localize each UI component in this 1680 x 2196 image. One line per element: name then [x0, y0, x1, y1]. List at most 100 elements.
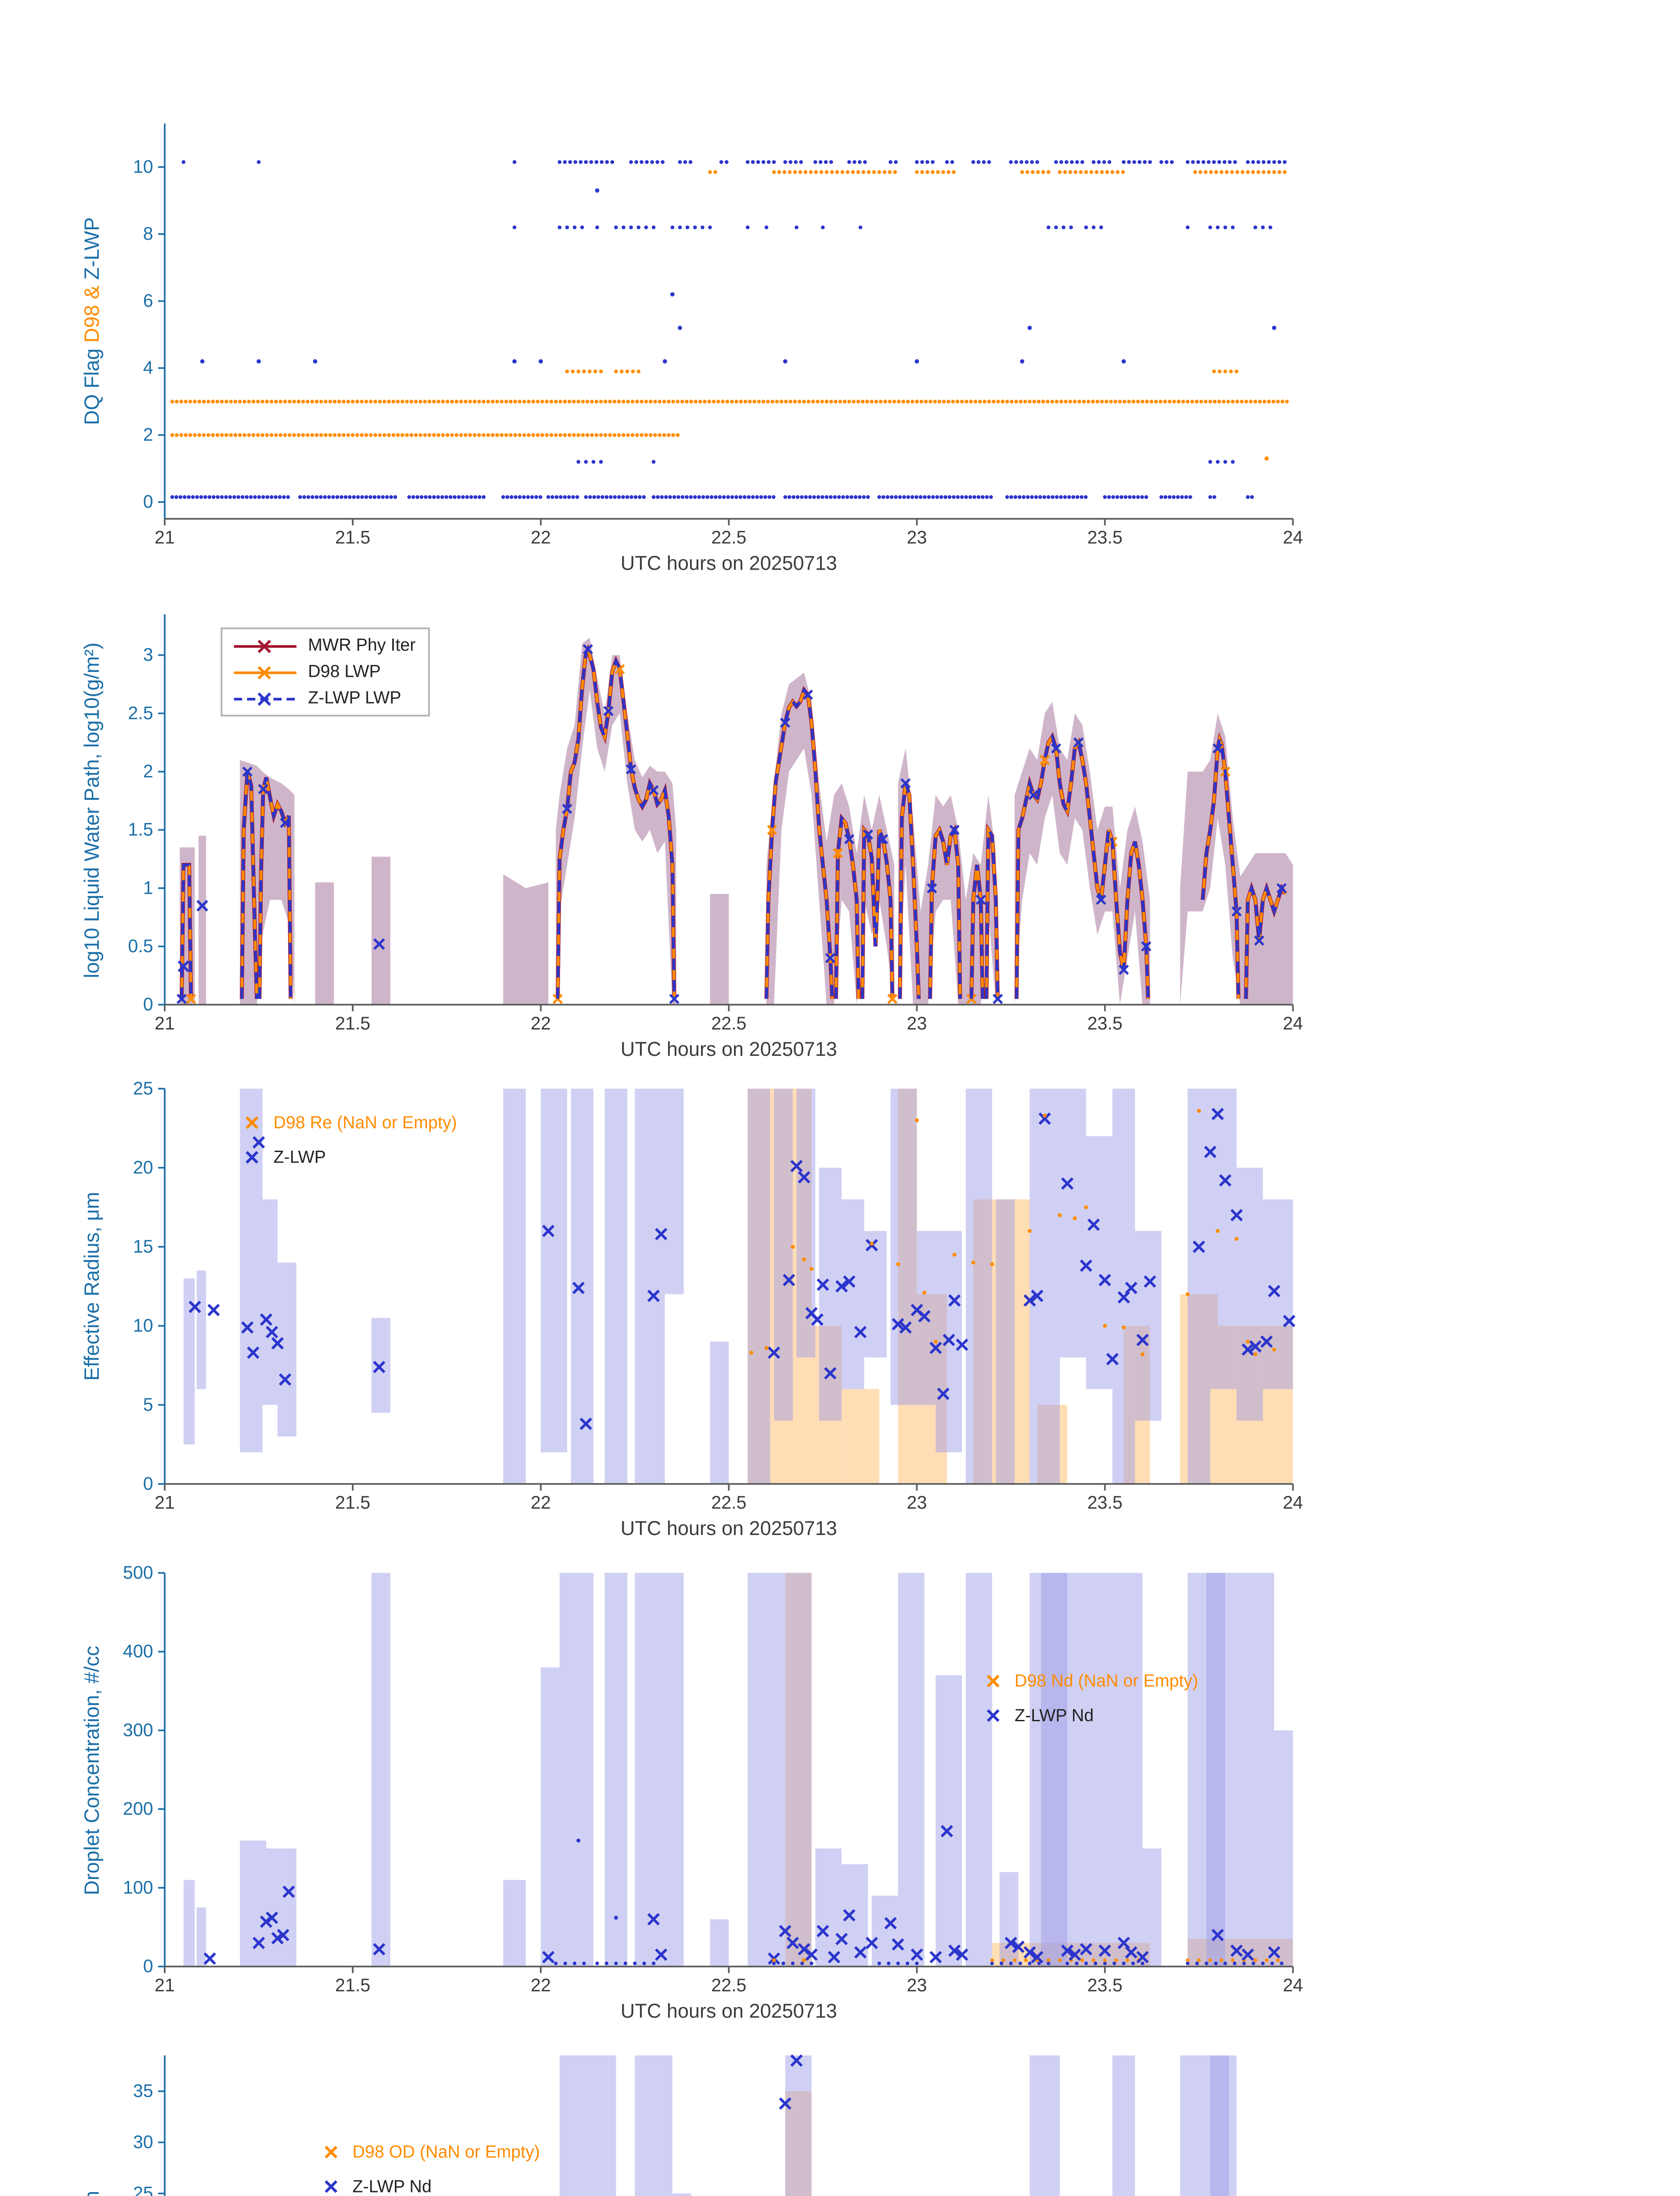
- x-marker-icon: ✕: [322, 2174, 340, 2196]
- svg-text:22: 22: [531, 1013, 551, 1033]
- svg-text:2: 2: [143, 425, 153, 445]
- svg-text:6: 6: [143, 291, 153, 311]
- re-scatter-D98 Re: [749, 1109, 1276, 1357]
- svg-text:23.5: 23.5: [1087, 1492, 1122, 1513]
- nd-dotrow-zlwp-nd-low: [554, 1961, 1284, 1965]
- legend-item-zlwp: Z-LWP LWP: [231, 685, 415, 712]
- svg-text:21: 21: [155, 527, 175, 548]
- svg-text:500: 500: [123, 1562, 153, 1582]
- svg-text:23: 23: [907, 1492, 927, 1513]
- svg-text:20: 20: [133, 1157, 153, 1177]
- panel-re: 21 21.5 22 22.5 23 23.5 24 0 5 10 15 20 25: [133, 1078, 1303, 1513]
- xlabel-dq-flag: UTC hours on 20250713: [620, 552, 837, 575]
- svg-text:23.5: 23.5: [1087, 1013, 1122, 1033]
- legend-label: Z-LWP Nd: [1015, 1705, 1094, 1726]
- dq-flag-dotrow-zlwp-flag-1: [576, 460, 1235, 464]
- dq-flag-dotrow-zlwp-flag-0: [170, 495, 1254, 499]
- svg-text:5: 5: [143, 1394, 153, 1415]
- legend-label: Z-LWP LWP: [308, 688, 401, 708]
- xlabel-lwp: UTC hours on 20250713: [620, 1037, 837, 1061]
- legend-item-d98-od: ✕ D98 OD (NaN or Empty): [320, 2135, 540, 2169]
- svg-text:22.5: 22.5: [711, 1492, 746, 1513]
- svg-text:21: 21: [155, 1013, 175, 1033]
- svg-text:23: 23: [907, 1013, 927, 1033]
- legend-label: D98 OD (NaN or Empty): [352, 2142, 540, 2162]
- legend-label: D98 LWP: [308, 662, 381, 682]
- svg-text:24: 24: [1283, 1492, 1303, 1513]
- svg-text:400: 400: [123, 1641, 153, 1661]
- x-marker-icon: ✕: [985, 1669, 1002, 1693]
- legend-label: D98 Nd (NaN or Empty): [1015, 1671, 1198, 1691]
- nd-band-nd-band-blue: [183, 1573, 1293, 1967]
- svg-text:22: 22: [531, 1492, 551, 1513]
- svg-text:300: 300: [123, 1720, 153, 1740]
- svg-text:25: 25: [133, 1078, 153, 1098]
- legend-line-orange-icon: [234, 665, 296, 679]
- dq-flag-scatter-zlwp-flag-singles: [200, 188, 1276, 364]
- re-tick-labels: 21 21.5 22 22.5 23 23.5 24 0 5 10 15 20 25: [133, 1078, 1303, 1513]
- legend-lwp: MWR Phy Iter D98 LWP Z-LWP LWP: [220, 627, 431, 717]
- x-marker-icon: ✕: [322, 2140, 340, 2163]
- svg-text:22.5: 22.5: [711, 1013, 746, 1033]
- svg-text:24: 24: [1283, 1975, 1303, 1995]
- svg-text:200: 200: [123, 1799, 153, 1819]
- svg-text:22: 22: [531, 1975, 551, 1995]
- svg-text:10: 10: [133, 157, 153, 177]
- lwp-line-Z-LWP LWP: [180, 646, 1287, 999]
- svg-text:21.5: 21.5: [335, 1975, 370, 1995]
- legend-line-blue-dashed-icon: [234, 691, 296, 705]
- xlabel-nd: UTC hours on 20250713: [620, 1999, 837, 2023]
- legend-re: ✕ D98 Re (NaN or Empty) ✕ Z-LWP: [241, 1105, 457, 1174]
- x-marker-icon: ✕: [243, 1111, 260, 1134]
- svg-text:22.5: 22.5: [711, 1975, 746, 1995]
- nd-scatter-Z-LWP Nd: [203, 1825, 1281, 1965]
- svg-text:23.5: 23.5: [1087, 527, 1122, 548]
- svg-text:1: 1: [143, 878, 153, 898]
- lwp-line-markers-Z-LWP LWP: [177, 644, 1287, 1004]
- svg-text:2: 2: [143, 761, 153, 781]
- dq-flag-dotrow-d98-flag-10: [708, 170, 1287, 174]
- legend-item-d98-nd: ✕ D98 Nd (NaN or Empty): [982, 1664, 1198, 1698]
- svg-text:21.5: 21.5: [335, 1013, 370, 1033]
- lwp-scatter-zlwp-isolated: [177, 899, 385, 972]
- legend-od: ✕ D98 OD (NaN or Empty) ✕ Z-LWP Nd: [320, 2135, 540, 2196]
- legend-label: MWR Phy Iter: [308, 636, 416, 656]
- svg-text:23: 23: [907, 1975, 927, 1995]
- nd-scatter-zlwp-nd-dots: [576, 1838, 618, 1920]
- dq-flag-dotrow-d98-flag-2: [170, 433, 680, 437]
- svg-text:22: 22: [531, 527, 551, 548]
- dq-flag-dotrow-d98-flag-3: [170, 399, 1289, 404]
- svg-text:4: 4: [143, 358, 153, 378]
- od-scatter-Z-LWP Nd: [779, 2054, 803, 2110]
- svg-text:21.5: 21.5: [335, 1492, 370, 1513]
- dq-flag-dotrow-d98-flag-4: [565, 369, 1239, 373]
- svg-text:0: 0: [143, 1474, 153, 1494]
- svg-text:24: 24: [1283, 1013, 1303, 1033]
- svg-text:0: 0: [143, 1956, 153, 1976]
- svg-text:21: 21: [155, 1492, 175, 1513]
- svg-text:21.5: 21.5: [335, 527, 370, 548]
- nd-scatter-d98-nd-dots: [772, 1958, 806, 1962]
- svg-text:15: 15: [133, 1236, 153, 1257]
- legend-item-mwr: MWR Phy Iter: [231, 632, 415, 659]
- svg-text:23.5: 23.5: [1087, 1975, 1122, 1995]
- legend-item-zlwp-od: ✕ Z-LWP Nd: [320, 2169, 540, 2196]
- legend-item-zlwp-re: ✕ Z-LWP: [241, 1140, 457, 1174]
- svg-text:0: 0: [143, 491, 153, 512]
- legend-item-zlwp-nd: ✕ Z-LWP Nd: [982, 1698, 1198, 1733]
- xlabel-re: UTC hours on 20250713: [620, 1517, 837, 1540]
- legend-label: Z-LWP Nd: [352, 2176, 432, 2196]
- legend-item-d98-re: ✕ D98 Re (NaN or Empty): [241, 1105, 457, 1140]
- x-marker-icon: ✕: [985, 1704, 1002, 1727]
- od-band-od-band-blue: [560, 2055, 1237, 2196]
- svg-text:100: 100: [123, 1877, 153, 1897]
- svg-text:22.5: 22.5: [711, 527, 746, 548]
- svg-text:3: 3: [143, 645, 153, 665]
- re-band-re-band-blue: [183, 1088, 1293, 1484]
- od-axes: [164, 2055, 166, 2196]
